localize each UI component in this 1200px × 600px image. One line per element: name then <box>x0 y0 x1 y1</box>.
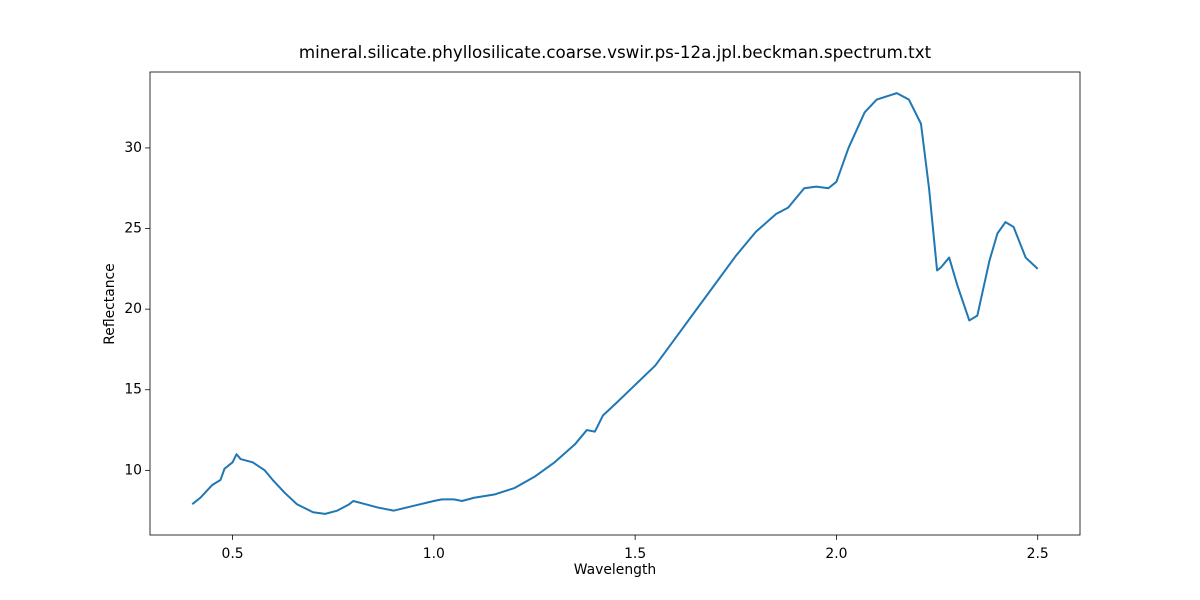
y-axis-label: Reflectance <box>102 263 118 344</box>
x-tick-label: 2.5 <box>1027 546 1049 562</box>
x-tick-label: 1.0 <box>423 546 445 562</box>
x-tick-label: 2.0 <box>825 546 847 562</box>
x-tick-label: 1.5 <box>624 546 646 562</box>
y-tick-label: 10 <box>124 462 142 478</box>
y-tick-label: 30 <box>124 140 142 156</box>
data-line <box>191 92 1039 515</box>
chart-title: mineral.silicate.phyllosilicate.coarse.v… <box>299 42 932 62</box>
plot-frame <box>149 71 1081 536</box>
x-tick-label: 0.5 <box>221 546 243 562</box>
y-tick-label: 25 <box>124 221 142 237</box>
x-axis-label: Wavelength <box>574 562 656 578</box>
y-tick-label: 20 <box>124 301 142 317</box>
y-tick-label: 15 <box>124 382 142 398</box>
